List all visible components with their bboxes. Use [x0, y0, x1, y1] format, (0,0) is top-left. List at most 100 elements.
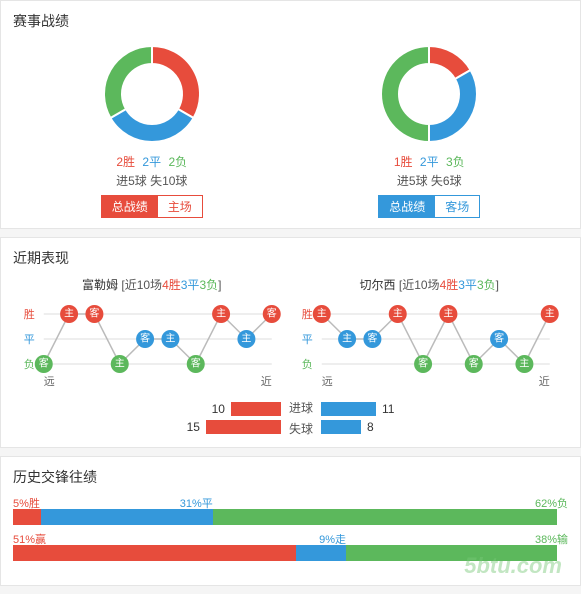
- wdl-win: 2胜: [116, 155, 135, 169]
- tab-home-left[interactable]: 主场: [158, 196, 202, 217]
- sw: 4胜: [440, 278, 459, 292]
- svg-text:客: 客: [494, 332, 504, 345]
- donut-row: 2胜 2平 2负 进5球 失10球 总战绩 主场 1胜 2平 3负 进5球 失6…: [13, 39, 568, 218]
- donut-left: [97, 39, 207, 149]
- history-panel: 历史交锋往绩 5%胜31%平62%负 51%赢9%走38%输 5btu.com: [0, 456, 581, 586]
- svg-text:主: 主: [316, 308, 326, 320]
- team-name: 切尔西: [360, 278, 396, 292]
- tab-overall-left[interactable]: 总战绩: [102, 196, 158, 217]
- donut-right: [374, 39, 484, 149]
- tabs-left: 总战绩 主场: [101, 195, 203, 218]
- hist-label: 5%胜: [13, 495, 40, 511]
- goals-right: 11 8: [321, 402, 394, 434]
- goals-right-scored: 11: [321, 402, 394, 416]
- val: 8: [367, 420, 374, 434]
- svg-text:胜: 胜: [24, 307, 35, 321]
- goals-left: 10 15: [187, 402, 281, 434]
- wdl-right: 1胜 2平 3负: [392, 153, 467, 170]
- goals-left-scored: 10: [212, 402, 281, 416]
- wdl-loss: 3负: [446, 155, 465, 169]
- svg-text:客: 客: [39, 357, 49, 370]
- sd: 3平: [458, 278, 477, 292]
- svg-text:胜: 胜: [301, 307, 312, 321]
- svg-text:客: 客: [89, 307, 99, 320]
- svg-text:客: 客: [367, 332, 377, 345]
- sparkline-left: 胜平负客主客主客主客主主客远近: [19, 299, 285, 389]
- svg-text:主: 主: [443, 308, 453, 320]
- wdl-loss: 2负: [168, 155, 187, 169]
- svg-text:主: 主: [544, 308, 554, 320]
- sl: 3负: [199, 278, 218, 292]
- tabs-right: 总战绩 客场: [378, 195, 480, 218]
- gfga-right: 进5球 失6球: [397, 172, 462, 189]
- hist-label: 31%平: [180, 495, 213, 511]
- wdl-draw: 2平: [142, 155, 161, 169]
- recent-panel: 近期表现 富勒姆 [近10场4胜3平3负] 胜平负客主客主客主客主主客远近 切尔…: [0, 237, 581, 448]
- bar: [321, 402, 376, 416]
- summary-bracket: [近10场4胜3平3负]: [399, 278, 499, 292]
- svg-text:主: 主: [165, 333, 175, 345]
- recent-left-title: 富勒姆 [近10场4胜3平3负]: [19, 276, 285, 293]
- svg-text:近: 近: [538, 375, 549, 388]
- svg-text:客: 客: [191, 357, 201, 370]
- recent-title: 近期表现: [13, 248, 568, 268]
- hist-label: 62%负: [535, 495, 568, 511]
- svg-text:远: 远: [321, 375, 332, 388]
- recent-right: 切尔西 [近10场4胜3平3负] 胜平负主主客主客主客客主主远近: [291, 276, 569, 389]
- match-record-title: 赛事战绩: [13, 11, 568, 31]
- svg-text:主: 主: [342, 333, 352, 345]
- ss: ]: [496, 278, 499, 292]
- goals-center: 进球 失球: [289, 399, 313, 437]
- sparkline-right: 胜平负主主客主客主客客主主远近: [297, 299, 563, 389]
- svg-text:客: 客: [267, 307, 277, 320]
- svg-text:客: 客: [468, 357, 478, 370]
- tab-overall-right[interactable]: 总战绩: [379, 196, 435, 217]
- hist-label: 38%输: [535, 531, 568, 547]
- bar: [321, 420, 361, 434]
- wdl-win: 1胜: [394, 155, 413, 169]
- donut-left-col: 2胜 2平 2负 进5球 失10球 总战绩 主场: [13, 39, 291, 218]
- hist-seg: [346, 545, 557, 561]
- hist-seg: [213, 509, 557, 525]
- svg-text:近: 近: [261, 375, 272, 388]
- svg-text:客: 客: [140, 332, 150, 345]
- svg-text:主: 主: [216, 308, 226, 320]
- sl: 3负: [477, 278, 496, 292]
- history-title: 历史交锋往绩: [13, 467, 568, 487]
- svg-text:主: 主: [241, 333, 251, 345]
- svg-text:主: 主: [115, 358, 125, 370]
- tab-away-right[interactable]: 客场: [435, 196, 479, 217]
- hist-label: 51%赢: [13, 531, 46, 547]
- sd: 3平: [181, 278, 200, 292]
- bar: [206, 420, 281, 434]
- svg-text:平: 平: [301, 334, 312, 346]
- hist-seg: [41, 509, 213, 525]
- val: 11: [382, 402, 394, 416]
- svg-text:主: 主: [64, 308, 74, 320]
- history-row2: 51%赢9%走38%输: [13, 545, 568, 561]
- hist-seg: [13, 509, 41, 525]
- svg-text:客: 客: [418, 357, 428, 370]
- match-record-panel: 赛事战绩 2胜 2平 2负 进5球 失10球 总战绩 主场 1胜 2平 3负 进…: [0, 0, 581, 229]
- svg-text:主: 主: [392, 308, 402, 320]
- goals-row: 10 15 进球 失球 11 8: [13, 399, 568, 437]
- hist-seg: [296, 545, 346, 561]
- ss: ]: [218, 278, 221, 292]
- goals-left-conceded: 15: [187, 420, 281, 434]
- svg-text:主: 主: [519, 358, 529, 370]
- donut-right-col: 1胜 2平 3负 进5球 失6球 总战绩 客场: [291, 39, 569, 218]
- lbl-conceded: 失球: [289, 420, 313, 437]
- recent-right-title: 切尔西 [近10场4胜3平3负]: [297, 276, 563, 293]
- sp: [近10场: [399, 278, 440, 292]
- goals-right-conceded: 8: [321, 420, 394, 434]
- recent-left: 富勒姆 [近10场4胜3平3负] 胜平负客主客主客主客主主客远近: [13, 276, 291, 389]
- sw: 4胜: [162, 278, 181, 292]
- gfga-left: 进5球 失10球: [116, 172, 187, 189]
- val: 10: [212, 402, 225, 416]
- sparkline-right-wrap: 胜平负主主客主客主客客主主远近: [297, 299, 563, 389]
- summary-bracket: [近10场4胜3平3负]: [121, 278, 221, 292]
- lbl-scored: 进球: [289, 399, 313, 416]
- history-row1: 5%胜31%平62%负: [13, 509, 568, 525]
- bar: [231, 402, 281, 416]
- svg-text:平: 平: [24, 334, 35, 346]
